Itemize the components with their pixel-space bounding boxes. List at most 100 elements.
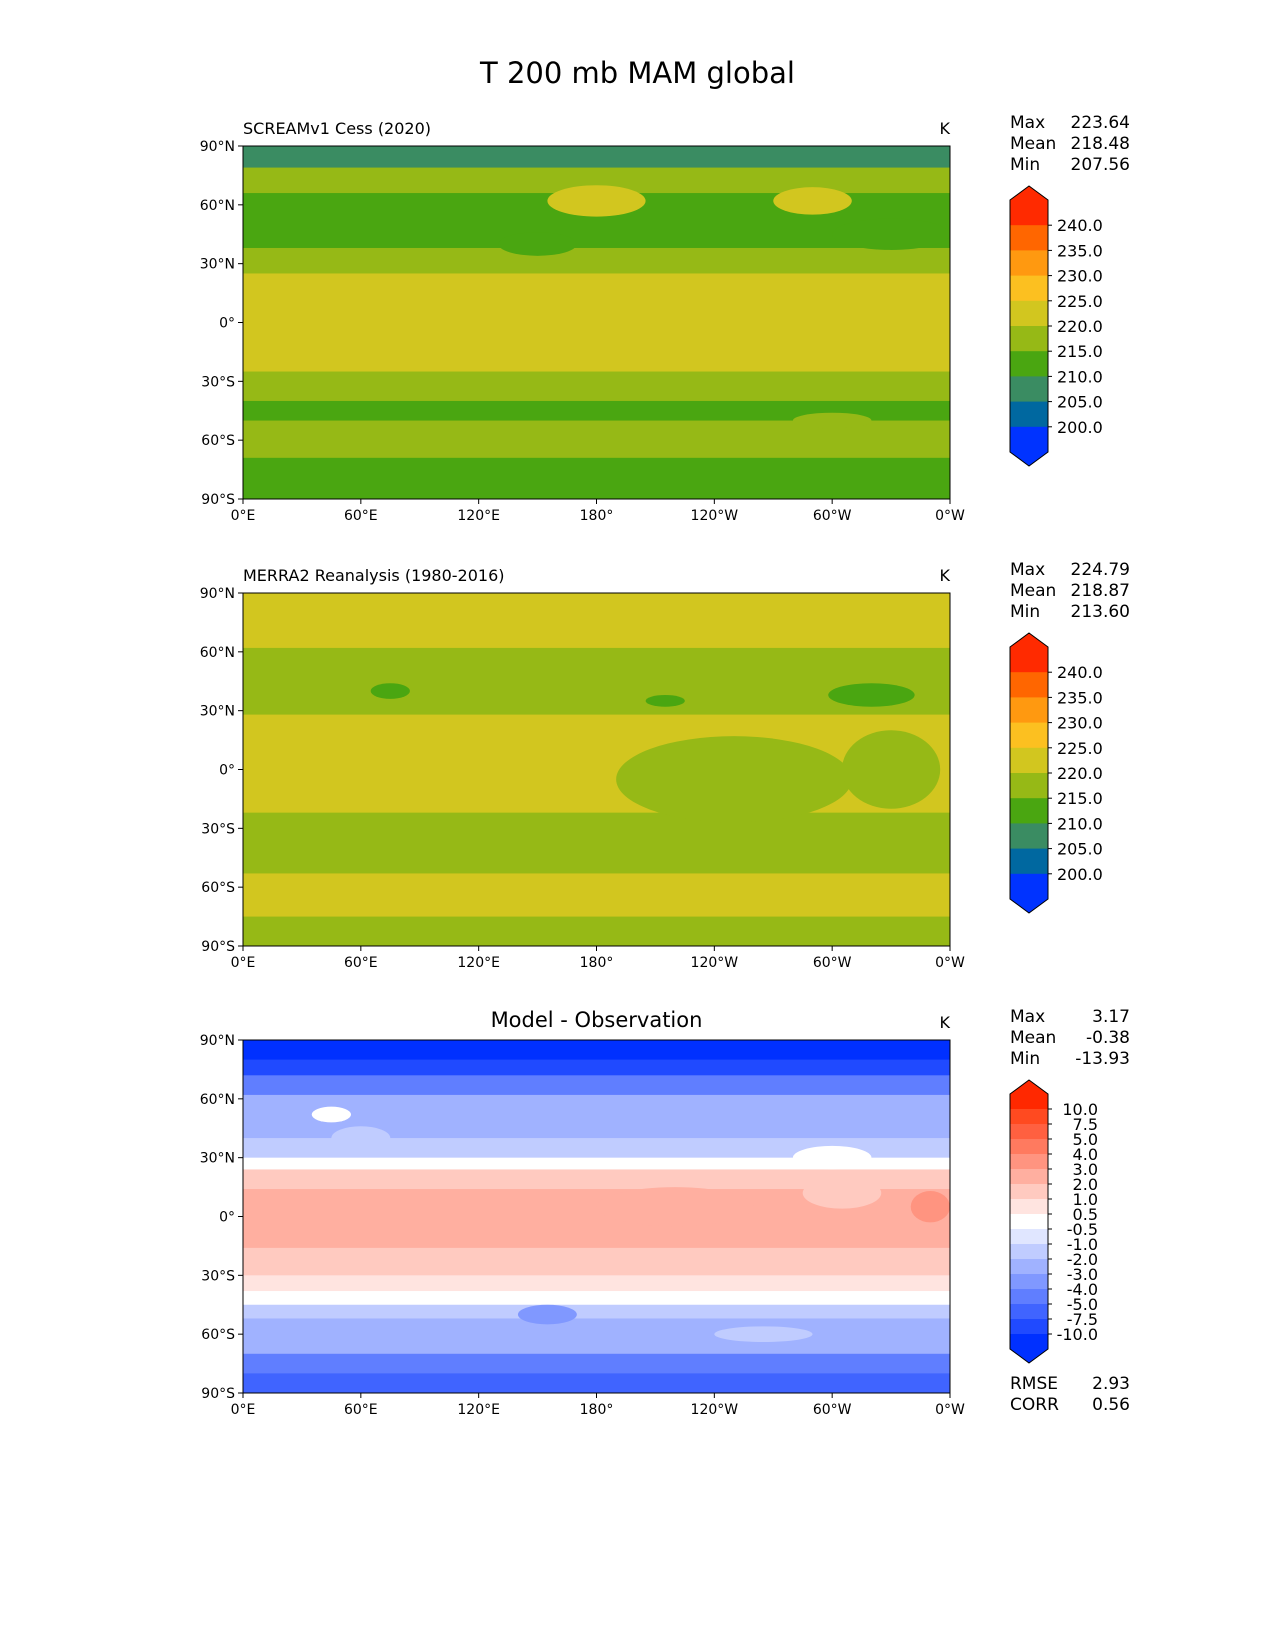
colorbar-swatch <box>1010 300 1048 327</box>
contour-band <box>243 1318 950 1355</box>
colorbar-swatch <box>1010 1139 1048 1155</box>
stat-value-mean: 218.87 <box>1071 581 1130 601</box>
contour-region <box>792 412 872 429</box>
lat-tick-label: 90°N <box>200 1033 235 1049</box>
rmse-label: RMSE <box>1010 1374 1058 1394</box>
contour-region <box>498 232 577 256</box>
contour-band <box>243 1304 950 1319</box>
colorbar-swatch <box>1010 1319 1048 1335</box>
map-panel-1 <box>238 592 951 951</box>
contour-region <box>841 730 941 809</box>
contour-band <box>243 371 950 402</box>
colorbar-tick-label: -1.0 <box>1067 1235 1098 1254</box>
colorbar-tick-label: 3.0 <box>1073 1160 1098 1179</box>
contour-band <box>243 1075 950 1096</box>
lat-tick-label: 90°S <box>201 939 235 955</box>
contour-fill <box>243 146 950 499</box>
colorbar-tick-label: 210.0 <box>1057 814 1103 833</box>
lat-tick-label: 60°S <box>201 433 235 449</box>
contour-region <box>714 1326 813 1343</box>
units-label: K <box>940 119 951 138</box>
lat-tick-label: 60°N <box>200 1092 235 1108</box>
contour-band <box>243 1169 950 1190</box>
colorbar-swatch <box>1010 747 1048 774</box>
contour-band <box>243 593 950 649</box>
lat-tick-label: 30°S <box>201 1268 235 1284</box>
lon-tick-label: 120°W <box>691 955 739 971</box>
lon-tick-label: 120°W <box>691 1402 739 1418</box>
units-label: K <box>940 566 951 585</box>
stat-value-max: 223.64 <box>1071 113 1130 133</box>
lat-tick-label: 90°N <box>200 586 235 602</box>
stat-label: Max <box>1010 560 1045 580</box>
lon-tick-label: 0°E <box>231 955 256 971</box>
colorbar-swatch <box>1010 1334 1048 1350</box>
lat-tick-label: 30°N <box>200 1151 235 1167</box>
colorbar-tick-label: 225.0 <box>1057 739 1103 758</box>
colorbar-swatch <box>1010 250 1048 277</box>
colorbar-extend-max <box>1010 1080 1048 1094</box>
contour-region <box>517 1304 577 1325</box>
lon-tick-label: 60°E <box>344 508 378 524</box>
contour-band <box>243 1157 950 1170</box>
colorbar-swatch <box>1010 326 1048 352</box>
lat-tick-label: 30°N <box>200 257 235 273</box>
lon-tick-label: 0°E <box>231 508 256 524</box>
lat-tick-label: 30°S <box>201 821 235 837</box>
lat-tick-label: 90°S <box>201 492 235 508</box>
contour-band <box>243 1291 950 1306</box>
colorbar-tick-label: -10.0 <box>1057 1325 1098 1344</box>
contour-region <box>802 1177 882 1209</box>
colorbar-tick-label: 240.0 <box>1057 663 1103 682</box>
contour-band <box>243 1275 950 1292</box>
rmse-value: 2.93 <box>1092 1374 1130 1394</box>
contour-band <box>243 146 950 169</box>
colorbar-tick-label: 200.0 <box>1057 865 1103 884</box>
contour-band <box>243 812 950 874</box>
lat-tick-label: 60°N <box>200 198 235 214</box>
colorbar-tick-label: 235.0 <box>1057 688 1103 707</box>
lat-tick-label: 60°S <box>201 1327 235 1343</box>
panel-title: SCREAMv1 Cess (2020) <box>243 119 431 138</box>
corr-value: 0.56 <box>1092 1395 1130 1415</box>
contour-band <box>243 1353 950 1374</box>
lon-tick-label: 120°E <box>457 508 500 524</box>
colorbar-tick-label: 230.0 <box>1057 267 1103 286</box>
colorbar-swatch <box>1010 823 1048 850</box>
stat-label: Max <box>1010 1007 1045 1027</box>
figure-title: T 200 mb MAM global <box>480 56 795 90</box>
contour-region <box>596 1187 754 1227</box>
colorbar-swatch <box>1010 1109 1048 1125</box>
colorbar-swatch <box>1010 1259 1048 1275</box>
lat-tick-label: 0° <box>219 763 235 779</box>
corr-label: CORR <box>1010 1395 1059 1415</box>
colorbar-swatch <box>1010 1184 1048 1200</box>
contour-region <box>331 1126 391 1150</box>
stat-label: Min <box>1010 155 1040 175</box>
colorbar-tick-label: 1.0 <box>1073 1190 1098 1209</box>
colorbar-extend-min <box>1010 899 1048 913</box>
lon-tick-label: 0°W <box>935 508 965 524</box>
colorbar-swatch <box>1010 672 1048 698</box>
colorbar-swatch <box>1010 1199 1048 1215</box>
colorbar-tick-label: -3.0 <box>1067 1265 1098 1284</box>
colorbar-tick-label: -7.5 <box>1067 1310 1098 1329</box>
lon-tick-label: 60°W <box>813 1402 852 1418</box>
stat-value-min: -13.93 <box>1075 1049 1130 1069</box>
contour-band <box>243 273 950 373</box>
colorbar-tick-label: 4.0 <box>1073 1145 1098 1164</box>
contour-region <box>828 683 915 707</box>
colorbar-tick-label: 220.0 <box>1057 764 1103 783</box>
lon-tick-label: 0°E <box>231 1402 256 1418</box>
colorbar-swatch <box>1010 1094 1048 1110</box>
colorbar-swatch <box>1010 376 1048 403</box>
lat-tick-label: 60°N <box>200 645 235 661</box>
colorbar-swatch <box>1010 351 1048 377</box>
colorbar-tick-label: 230.0 <box>1057 714 1103 733</box>
contour-region <box>910 1191 950 1223</box>
colorbar-tick-label: 215.0 <box>1057 342 1103 361</box>
lon-tick-label: 0°W <box>935 1402 965 1418</box>
colorbar-swatch <box>1010 200 1048 226</box>
contour-region <box>370 683 410 699</box>
